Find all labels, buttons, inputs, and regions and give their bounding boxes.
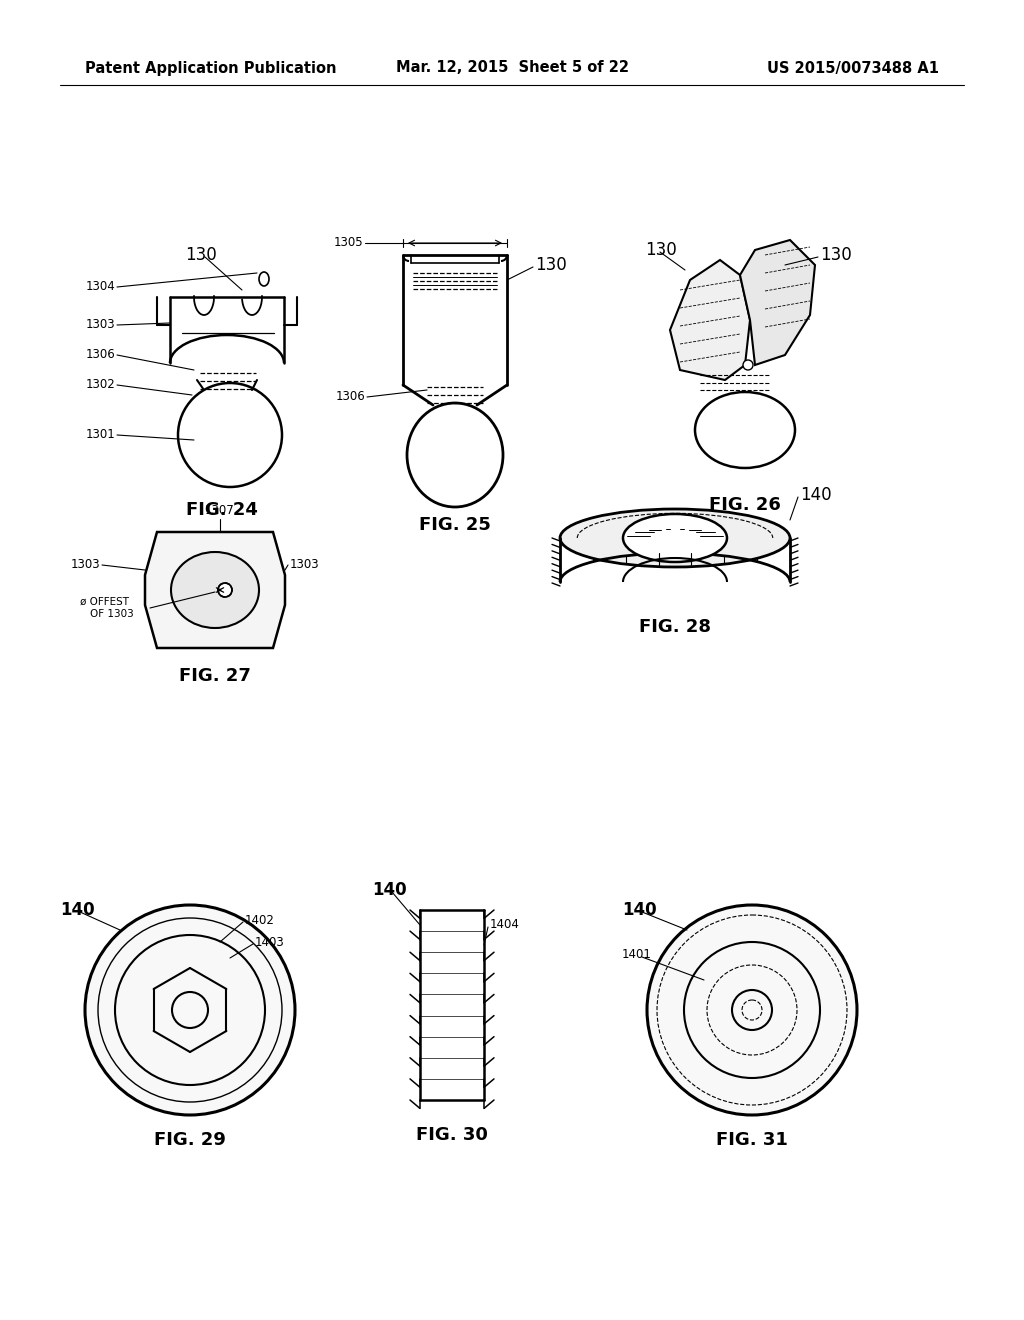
Text: 130: 130 xyxy=(535,256,566,275)
Text: US 2015/0073488 A1: US 2015/0073488 A1 xyxy=(767,61,939,75)
Text: 140: 140 xyxy=(60,902,94,919)
Text: 1302: 1302 xyxy=(85,379,115,392)
Text: FIG. 28: FIG. 28 xyxy=(639,618,711,636)
Ellipse shape xyxy=(743,360,753,370)
Text: 1404: 1404 xyxy=(490,919,520,932)
Text: 1303: 1303 xyxy=(290,558,319,572)
Ellipse shape xyxy=(560,510,790,568)
Text: 1402: 1402 xyxy=(245,913,274,927)
Text: 140: 140 xyxy=(622,902,656,919)
Text: ø OFFEST: ø OFFEST xyxy=(80,597,129,607)
Ellipse shape xyxy=(218,583,232,597)
Text: Mar. 12, 2015  Sheet 5 of 22: Mar. 12, 2015 Sheet 5 of 22 xyxy=(395,61,629,75)
Text: 1307: 1307 xyxy=(205,504,234,517)
Text: 1303: 1303 xyxy=(85,318,115,331)
Text: FIG. 26: FIG. 26 xyxy=(709,496,781,513)
Text: FIG. 24: FIG. 24 xyxy=(186,502,258,519)
Text: 130: 130 xyxy=(820,246,852,264)
Text: 1305: 1305 xyxy=(334,236,362,249)
Polygon shape xyxy=(740,240,815,366)
Text: 130: 130 xyxy=(185,246,217,264)
Text: 140: 140 xyxy=(372,880,407,899)
Text: 1306: 1306 xyxy=(335,391,365,404)
Text: FIG. 31: FIG. 31 xyxy=(716,1131,787,1148)
Text: OF 1303: OF 1303 xyxy=(90,609,134,619)
Text: Patent Application Publication: Patent Application Publication xyxy=(85,61,337,75)
Text: 140: 140 xyxy=(800,486,831,504)
Text: FIG. 29: FIG. 29 xyxy=(154,1131,226,1148)
Text: 1304: 1304 xyxy=(85,281,115,293)
Text: 1403: 1403 xyxy=(255,936,285,949)
Polygon shape xyxy=(670,260,750,380)
Text: 1401: 1401 xyxy=(622,949,652,961)
Ellipse shape xyxy=(647,906,857,1115)
Text: FIG. 25: FIG. 25 xyxy=(419,516,490,535)
Text: 1301: 1301 xyxy=(85,429,115,441)
Text: 1306: 1306 xyxy=(85,348,115,362)
Ellipse shape xyxy=(85,906,295,1115)
Polygon shape xyxy=(145,532,285,648)
Text: FIG. 27: FIG. 27 xyxy=(179,667,251,685)
Ellipse shape xyxy=(171,552,259,628)
Text: 130: 130 xyxy=(645,242,677,259)
Ellipse shape xyxy=(623,513,727,562)
Text: FIG. 30: FIG. 30 xyxy=(416,1126,488,1144)
Text: 1303: 1303 xyxy=(71,558,100,572)
